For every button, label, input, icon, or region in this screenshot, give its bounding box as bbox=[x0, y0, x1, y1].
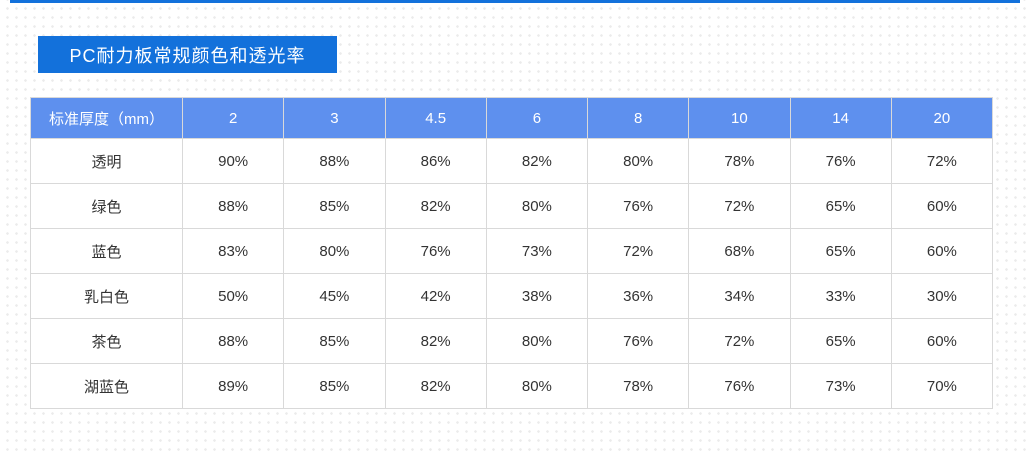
table-row: 乳白色 50% 45% 42% 38% 36% 34% 33% 30% bbox=[30, 273, 994, 319]
table-row: 湖蓝色 89% 85% 82% 80% 78% 76% 73% 70% bbox=[30, 363, 994, 409]
value-cell: 76% bbox=[586, 318, 690, 364]
header-cell: 3 bbox=[283, 97, 386, 139]
value-cell: 60% bbox=[890, 228, 994, 274]
header-cell: 2 bbox=[181, 97, 285, 139]
value-cell: 34% bbox=[688, 273, 791, 319]
value-cell: 80% bbox=[485, 363, 589, 409]
value-cell: 88% bbox=[181, 183, 285, 229]
row-label-cell: 蓝色 bbox=[30, 228, 183, 274]
value-cell: 83% bbox=[181, 228, 285, 274]
value-cell: 85% bbox=[283, 183, 386, 229]
value-cell: 82% bbox=[384, 363, 487, 409]
value-cell: 82% bbox=[384, 318, 487, 364]
value-cell: 78% bbox=[586, 363, 690, 409]
row-label-cell: 绿色 bbox=[30, 183, 183, 229]
header-cell: 14 bbox=[789, 97, 892, 139]
value-cell: 88% bbox=[283, 138, 386, 184]
value-cell: 73% bbox=[789, 363, 892, 409]
value-cell: 72% bbox=[688, 318, 791, 364]
header-cell: 4.5 bbox=[384, 97, 487, 139]
value-cell: 76% bbox=[586, 183, 690, 229]
header-cell: 8 bbox=[586, 97, 690, 139]
value-cell: 65% bbox=[789, 318, 892, 364]
header-cell: 10 bbox=[688, 97, 791, 139]
value-cell: 65% bbox=[789, 228, 892, 274]
transmittance-table: 标准厚度（mm） 2 3 4.5 6 8 10 14 20 透明 90% 88%… bbox=[30, 97, 994, 409]
value-cell: 82% bbox=[485, 138, 589, 184]
value-cell: 45% bbox=[283, 273, 386, 319]
value-cell: 80% bbox=[485, 318, 589, 364]
value-cell: 82% bbox=[384, 183, 487, 229]
value-cell: 88% bbox=[181, 318, 285, 364]
value-cell: 76% bbox=[384, 228, 487, 274]
value-cell: 33% bbox=[789, 273, 892, 319]
value-cell: 72% bbox=[890, 138, 994, 184]
value-cell: 85% bbox=[283, 363, 386, 409]
value-cell: 80% bbox=[485, 183, 589, 229]
value-cell: 73% bbox=[485, 228, 589, 274]
value-cell: 90% bbox=[181, 138, 285, 184]
table-header-row: 标准厚度（mm） 2 3 4.5 6 8 10 14 20 bbox=[30, 97, 994, 139]
row-label-cell: 湖蓝色 bbox=[30, 363, 183, 409]
value-cell: 76% bbox=[688, 363, 791, 409]
page-title: PC耐力板常规颜色和透光率 bbox=[69, 45, 306, 66]
value-cell: 72% bbox=[688, 183, 791, 229]
value-cell: 80% bbox=[586, 138, 690, 184]
value-cell: 38% bbox=[485, 273, 589, 319]
value-cell: 30% bbox=[890, 273, 994, 319]
header-cell: 20 bbox=[890, 97, 994, 139]
value-cell: 80% bbox=[283, 228, 386, 274]
header-cell-thickness: 标准厚度（mm） bbox=[30, 97, 183, 139]
row-label-cell: 透明 bbox=[30, 138, 183, 184]
header-cell: 6 bbox=[485, 97, 589, 139]
table-row: 绿色 88% 85% 82% 80% 76% 72% 65% 60% bbox=[30, 183, 994, 229]
table-row: 透明 90% 88% 86% 82% 80% 78% 76% 72% bbox=[30, 138, 994, 184]
table-row: 茶色 88% 85% 82% 80% 76% 72% 65% 60% bbox=[30, 318, 994, 364]
value-cell: 78% bbox=[688, 138, 791, 184]
value-cell: 68% bbox=[688, 228, 791, 274]
top-accent-line bbox=[10, 0, 1020, 3]
row-label-cell: 乳白色 bbox=[30, 273, 183, 319]
value-cell: 76% bbox=[789, 138, 892, 184]
value-cell: 36% bbox=[586, 273, 690, 319]
value-cell: 50% bbox=[181, 273, 285, 319]
value-cell: 86% bbox=[384, 138, 487, 184]
value-cell: 60% bbox=[890, 318, 994, 364]
value-cell: 72% bbox=[586, 228, 690, 274]
row-label-cell: 茶色 bbox=[30, 318, 183, 364]
value-cell: 89% bbox=[181, 363, 285, 409]
page-title-banner: PC耐力板常规颜色和透光率 bbox=[38, 36, 337, 73]
value-cell: 85% bbox=[283, 318, 386, 364]
value-cell: 42% bbox=[384, 273, 487, 319]
value-cell: 60% bbox=[890, 183, 994, 229]
table-row: 蓝色 83% 80% 76% 73% 72% 68% 65% 60% bbox=[30, 228, 994, 274]
value-cell: 70% bbox=[890, 363, 994, 409]
value-cell: 65% bbox=[789, 183, 892, 229]
